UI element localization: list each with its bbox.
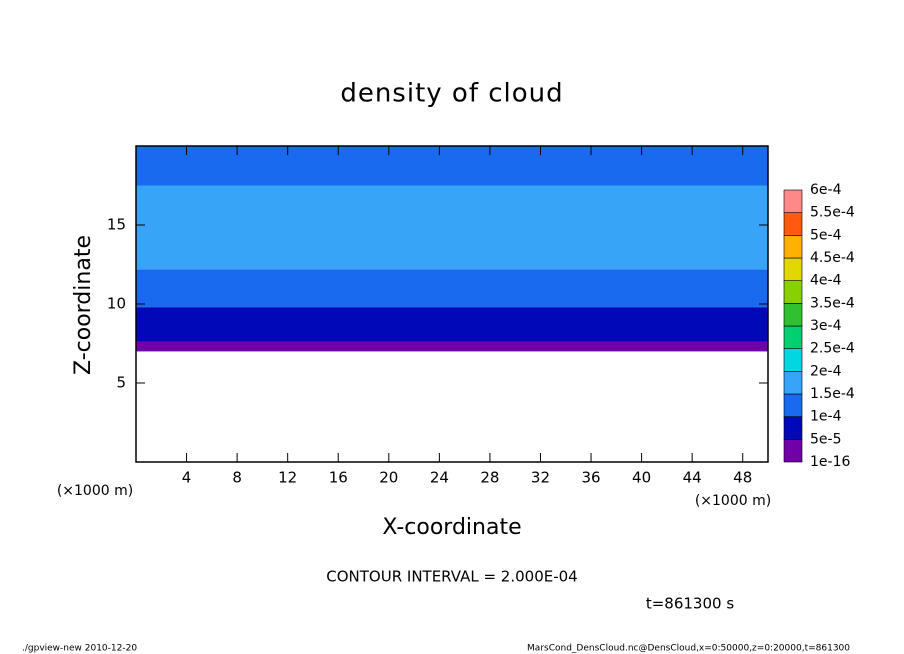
contour-band xyxy=(136,341,768,352)
contour-band xyxy=(136,307,768,342)
colorbar-cell xyxy=(783,325,803,349)
x-tick-label: 4 xyxy=(182,469,192,487)
y-tick-label: 10 xyxy=(107,295,126,313)
x-tick-label: 32 xyxy=(531,469,550,487)
footer-right: MarsCond_DensCloud.nc@DensCloud,x=0:5000… xyxy=(527,644,850,654)
footer-left: ./gpview-new 2010-12-20 xyxy=(22,644,137,654)
x-tick-label: 28 xyxy=(480,469,499,487)
chart-title: density of cloud xyxy=(340,79,563,109)
contour-band xyxy=(136,146,768,186)
colorbar-cell xyxy=(783,257,803,281)
colorbar-label: 1e-16 xyxy=(810,454,850,470)
colorbar-label: 2.5e-4 xyxy=(810,341,855,357)
contour-band xyxy=(136,269,768,308)
colorbar-cell xyxy=(783,235,803,259)
x-tick-label: 48 xyxy=(733,469,752,487)
colorbar-label: 1e-4 xyxy=(810,409,842,425)
annotation: CONTOUR INTERVAL = 2.000E-04 xyxy=(326,568,577,586)
x-tick-label: 40 xyxy=(632,469,651,487)
x-tick-label: 20 xyxy=(379,469,398,487)
y-tick-label: 5 xyxy=(116,374,126,392)
colorbar-label: 3e-4 xyxy=(810,318,842,334)
x-tick-label: 44 xyxy=(683,469,702,487)
y-axis-label: Z-coordinate xyxy=(71,235,96,375)
y-tick-label: 15 xyxy=(107,216,126,234)
colorbar-cell xyxy=(783,280,803,304)
contour-band xyxy=(136,185,768,270)
y-unit: (×1000 m) xyxy=(57,483,133,499)
time-label: t=861300 s xyxy=(646,595,734,613)
colorbar-label: 5.5e-4 xyxy=(810,205,855,221)
x-axis-label: X-coordinate xyxy=(382,515,521,540)
colorbar-cell xyxy=(783,439,803,463)
colorbar-cell xyxy=(783,212,803,236)
colorbar-label: 4e-4 xyxy=(810,273,842,289)
colorbar-label: 1.5e-4 xyxy=(810,386,855,402)
colorbar-cell xyxy=(783,303,803,327)
x-tick-label: 16 xyxy=(329,469,348,487)
x-unit: (×1000 m) xyxy=(695,493,771,509)
colorbar-label: 2e-4 xyxy=(810,363,842,379)
colorbar-cell xyxy=(783,348,803,372)
colorbar-label: 5e-5 xyxy=(810,431,841,447)
colorbar-cell xyxy=(783,371,803,395)
colorbar-label: 6e-4 xyxy=(810,182,842,198)
x-tick-label: 8 xyxy=(232,469,242,487)
x-tick-label: 12 xyxy=(278,469,297,487)
colorbar-label: 5e-4 xyxy=(810,227,842,243)
colorbar-cell xyxy=(783,189,803,213)
colorbar-label: 3.5e-4 xyxy=(810,295,855,311)
x-tick-label: 24 xyxy=(430,469,449,487)
colorbar-cell xyxy=(783,416,803,440)
colorbar-cell xyxy=(783,393,803,417)
x-tick-label: 36 xyxy=(581,469,600,487)
colorbar-label: 4.5e-4 xyxy=(810,250,855,266)
